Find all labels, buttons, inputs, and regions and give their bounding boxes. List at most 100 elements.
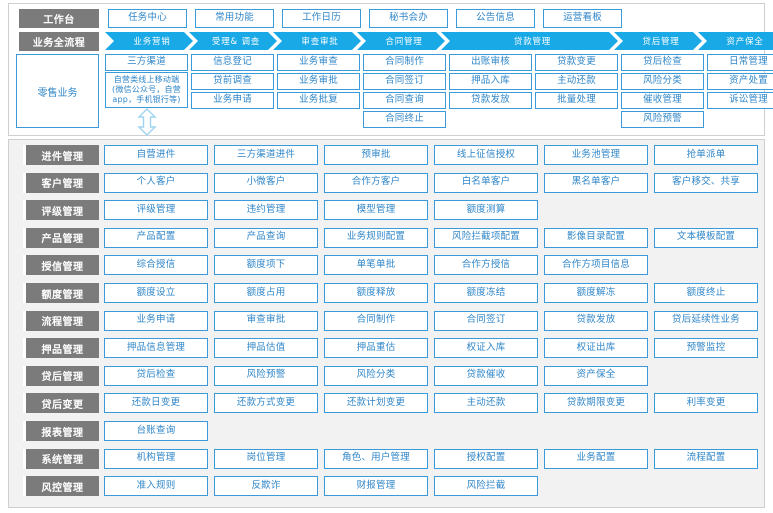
module-item[interactable]: 文本模板配置 — [654, 227, 758, 248]
workbench-item-2[interactable]: 工作日历 — [282, 9, 361, 28]
retail-c4-item-0[interactable]: 出账审核 — [449, 54, 532, 71]
module-item[interactable]: 贷款催收 — [434, 365, 538, 386]
module-item[interactable]: 流程配置 — [654, 448, 758, 469]
module-item[interactable]: 产品配置 — [104, 227, 208, 248]
module-item[interactable]: 财报管理 — [324, 476, 428, 497]
module-item[interactable]: 黑名单客户 — [544, 172, 648, 193]
retail-c4-item-1[interactable]: 押品入库 — [449, 73, 532, 90]
process-stage-3[interactable]: 合同管理 — [357, 32, 445, 50]
retail-c6-item-0[interactable]: 贷后检查 — [621, 54, 704, 71]
module-item[interactable]: 还款方式变更 — [214, 393, 318, 414]
module-item[interactable]: 产品查询 — [214, 227, 318, 248]
module-item[interactable]: 评级管理 — [104, 200, 208, 221]
workbench-item-0[interactable]: 任务中心 — [108, 9, 187, 28]
module-item[interactable]: 权证出库 — [544, 338, 648, 359]
module-item[interactable]: 合作方项目信息 — [544, 255, 648, 276]
module-item[interactable]: 贷款期限变更 — [544, 393, 648, 414]
module-item[interactable]: 综合授信 — [104, 255, 208, 276]
module-item[interactable]: 预警监控 — [654, 338, 758, 359]
retail-c4-item-2[interactable]: 贷款发放 — [449, 92, 532, 109]
module-item[interactable]: 线上征信授权 — [434, 145, 538, 165]
retail-c1-item-1[interactable]: 贷前调查 — [191, 73, 274, 90]
process-stage-2[interactable]: 审查审批 — [273, 32, 361, 50]
module-item[interactable]: 影像目录配置 — [544, 227, 648, 248]
module-item[interactable]: 额度测算 — [434, 200, 538, 221]
retail-c3-item-3[interactable]: 合同终止 — [363, 111, 446, 128]
module-item[interactable]: 额度占用 — [214, 283, 318, 303]
module-item[interactable]: 押品重估 — [324, 338, 428, 359]
module-item[interactable]: 风险分类 — [324, 365, 428, 386]
module-item[interactable]: 白名单客户 — [434, 172, 538, 193]
module-item[interactable]: 资产保全 — [544, 365, 648, 386]
module-item[interactable]: 准入规则 — [104, 476, 208, 497]
workbench-item-4[interactable]: 公告信息 — [456, 9, 535, 28]
module-item[interactable]: 业务规则配置 — [324, 227, 428, 248]
module-item[interactable]: 贷后延续性业务 — [654, 310, 758, 331]
module-item[interactable]: 贷款发放 — [544, 310, 648, 331]
retail-c5-item-1[interactable]: 主动还款 — [535, 73, 618, 90]
retail-c7-item-2[interactable]: 诉讼管理 — [707, 92, 773, 109]
process-stage-6[interactable]: 资产保全 — [698, 32, 773, 50]
module-item[interactable]: 还款计划变更 — [324, 393, 428, 414]
module-item[interactable]: 额度设立 — [104, 283, 208, 303]
retail-c6-item-1[interactable]: 风险分类 — [621, 73, 704, 90]
retail-c2-item-0[interactable]: 业务审查 — [277, 54, 360, 71]
module-item[interactable]: 预审批 — [324, 145, 428, 165]
module-item[interactable]: 风险拦截 — [434, 476, 538, 497]
module-item[interactable]: 业务配置 — [544, 448, 648, 469]
module-item[interactable]: 贷后检查 — [104, 365, 208, 386]
process-stage-0[interactable]: 业务营销 — [105, 32, 193, 50]
module-item[interactable]: 还款日变更 — [104, 393, 208, 414]
retail-c1-item-0[interactable]: 信息登记 — [191, 54, 274, 71]
retail-c2-item-2[interactable]: 业务批复 — [277, 92, 360, 109]
retail-c1-item-2[interactable]: 业务申请 — [191, 92, 274, 109]
retail-c3-item-2[interactable]: 合同查询 — [363, 92, 446, 109]
module-item[interactable]: 业务池管理 — [544, 145, 648, 165]
module-item[interactable]: 押品信息管理 — [104, 338, 208, 359]
module-item[interactable]: 合同制作 — [324, 310, 428, 331]
retail-c0-item-0[interactable]: 三方渠道 — [105, 54, 188, 71]
workbench-item-3[interactable]: 秘书会办 — [369, 9, 448, 28]
module-item[interactable]: 风险预警 — [214, 365, 318, 386]
module-item[interactable]: 台账查询 — [104, 421, 208, 441]
module-item[interactable]: 反欺诈 — [214, 476, 318, 497]
module-item[interactable]: 三方渠道进件 — [214, 145, 318, 165]
retail-c7-item-0[interactable]: 日常管理 — [707, 54, 773, 71]
module-item[interactable]: 自营进件 — [104, 145, 208, 165]
workbench-item-1[interactable]: 常用功能 — [195, 9, 274, 28]
process-stage-1[interactable]: 受理& 调查 — [189, 32, 277, 50]
retail-c3-item-1[interactable]: 合同签订 — [363, 73, 446, 90]
module-item[interactable]: 押品估值 — [214, 338, 318, 359]
module-item[interactable]: 业务申请 — [104, 310, 208, 331]
module-item[interactable]: 合作方客户 — [324, 172, 428, 193]
module-item[interactable]: 额度项下 — [214, 255, 318, 276]
process-stage-4[interactable]: 贷款管理 — [441, 32, 618, 50]
retail-c3-item-0[interactable]: 合同制作 — [363, 54, 446, 71]
module-item[interactable]: 小微客户 — [214, 172, 318, 193]
module-item[interactable]: 个人客户 — [104, 172, 208, 193]
retail-c6-item-3[interactable]: 风险预警 — [621, 111, 704, 128]
module-item[interactable]: 授权配置 — [434, 448, 538, 469]
module-item[interactable]: 审查审批 — [214, 310, 318, 331]
module-item[interactable]: 岗位管理 — [214, 448, 318, 469]
module-item[interactable]: 违约管理 — [214, 200, 318, 221]
retail-c7-item-1[interactable]: 资产处置 — [707, 73, 773, 90]
module-item[interactable]: 角色、用户管理 — [324, 448, 428, 469]
module-item[interactable]: 合同签订 — [434, 310, 538, 331]
module-item[interactable]: 权证入库 — [434, 338, 538, 359]
process-stage-5[interactable]: 贷后管理 — [614, 32, 702, 50]
module-item[interactable]: 额度冻结 — [434, 283, 538, 303]
module-item[interactable]: 单笔单批 — [324, 255, 428, 276]
module-item[interactable]: 额度释放 — [324, 283, 428, 303]
module-item[interactable]: 合作方授信 — [434, 255, 538, 276]
retail-c5-item-0[interactable]: 贷款变更 — [535, 54, 618, 71]
module-item[interactable]: 额度终止 — [654, 283, 758, 303]
retail-c6-item-2[interactable]: 催收管理 — [621, 92, 704, 109]
retail-c2-item-1[interactable]: 业务审批 — [277, 73, 360, 90]
module-item[interactable]: 利率变更 — [654, 393, 758, 414]
module-item[interactable]: 客户移交、共享 — [654, 172, 758, 193]
module-item[interactable]: 抢单派单 — [654, 145, 758, 165]
module-item[interactable]: 模型管理 — [324, 200, 428, 221]
module-item[interactable]: 风险拦截项配置 — [434, 227, 538, 248]
workbench-item-5[interactable]: 运营看板 — [543, 9, 622, 28]
